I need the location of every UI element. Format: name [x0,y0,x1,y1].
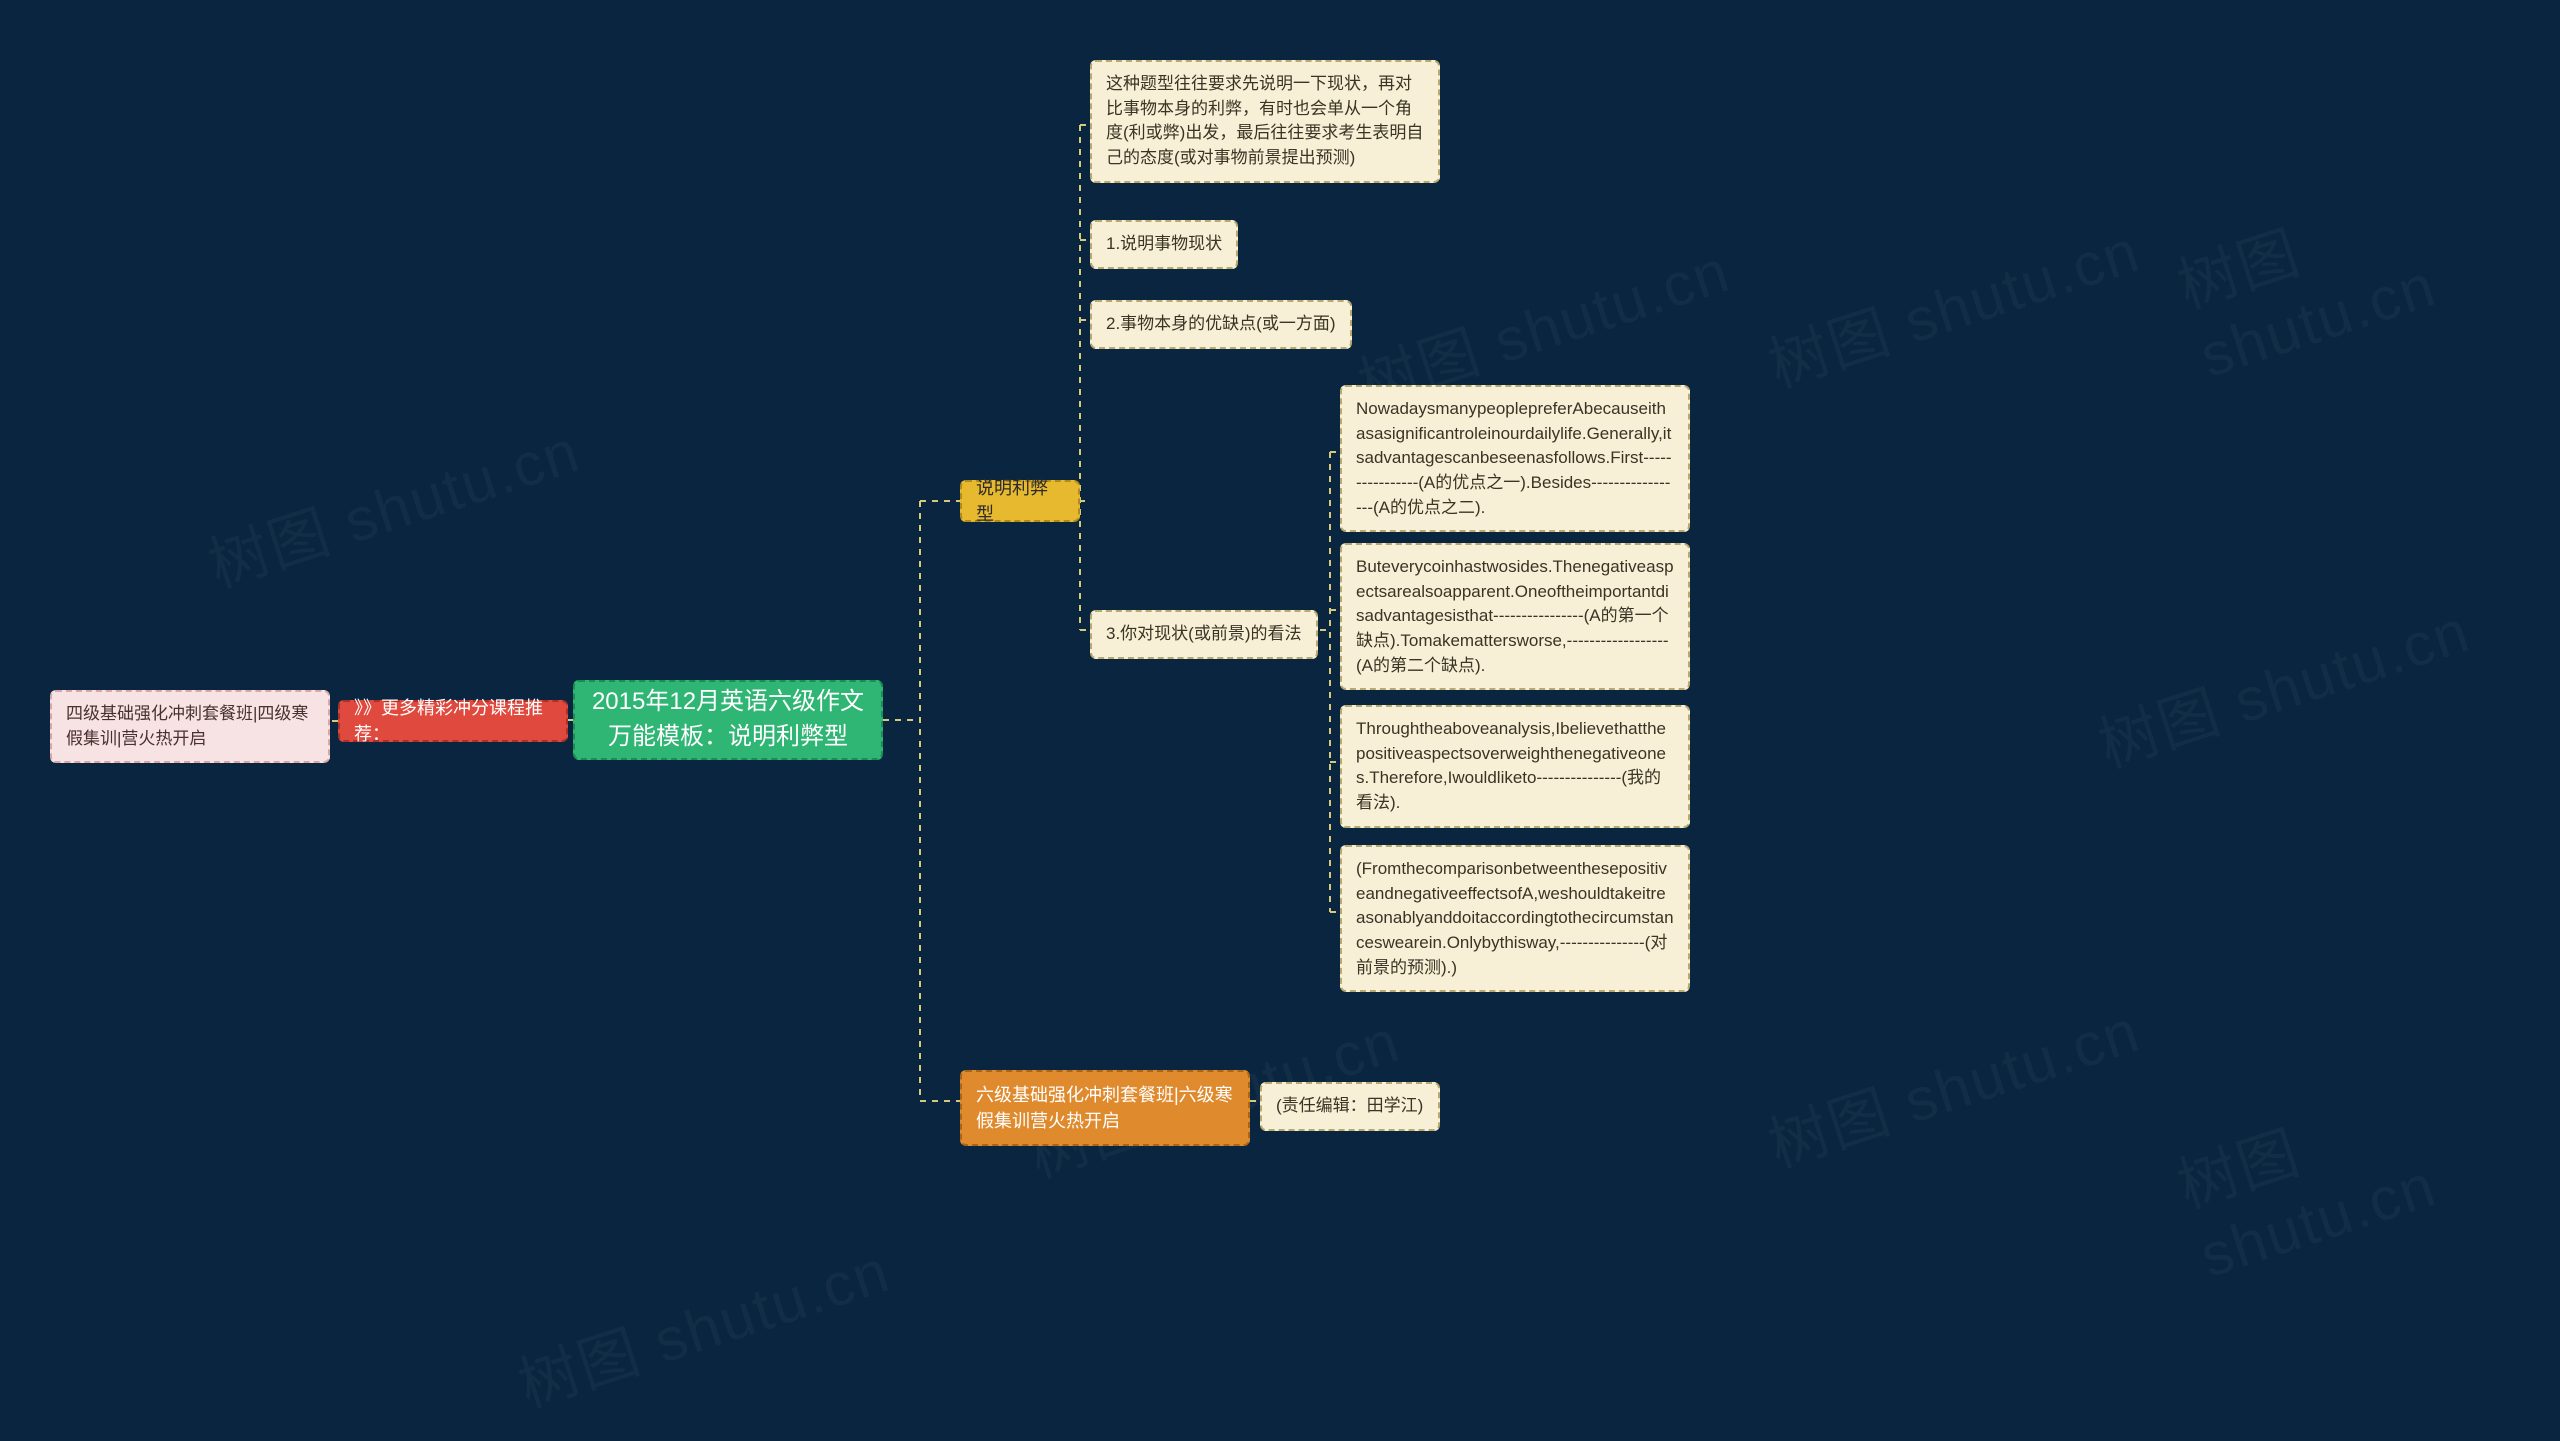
leaf-step1-text: 1.说明事物现状 [1106,234,1222,253]
watermark: 树图 shutu.cn [196,403,590,605]
orange-child-node: (责任编辑：田学江) [1260,1082,1440,1131]
orange-node-text: 六级基础强化冲刺套餐班|六级寒假集训营火热开启 [976,1085,1233,1131]
leaf-template-d-text: (Fromthecomparisonbetweenthesepositivean… [1356,859,1674,977]
watermark: 树图 shutu.cn [2165,1025,2560,1291]
watermark: 树图 shutu.cn [1756,203,2150,405]
left-pink-node: 四级基础强化冲刺套餐班|四级寒假集训|营火热开启 [50,690,330,763]
leaf-step3: 3.你对现状(或前景)的看法 [1090,610,1318,659]
leaf-template-a-text: NowadaysmanypeoplepreferAbecauseithasasi… [1356,399,1672,517]
yellow-node-text: 说明利弊型 [976,475,1064,527]
leaf-template-b-text: Buteverycoinhastwosides.Thenegativeaspec… [1356,557,1674,675]
left-pink-text: 四级基础强化冲刺套餐班|四级寒假集训|营火热开启 [66,704,308,748]
watermark: 树图 shutu.cn [1756,983,2150,1185]
left-red-text: 》》更多精彩冲分课程推荐： [354,695,552,747]
leaf-step2-text: 2.事物本身的优缺点(或一方面) [1106,314,1336,333]
watermark: 树图 shutu.cn [2086,583,2480,785]
left-red-node: 》》更多精彩冲分课程推荐： [338,700,568,742]
orange-node: 六级基础强化冲刺套餐班|六级寒假集训营火热开启 [960,1070,1250,1146]
leaf-step3-text: 3.你对现状(或前景)的看法 [1106,624,1302,643]
leaf-template-d: (Fromthecomparisonbetweenthesepositivean… [1340,845,1690,992]
leaf-intro: 这种题型往往要求先说明一下现状，再对比事物本身的利弊，有时也会单从一个角度(利或… [1090,60,1440,183]
leaf-intro-text: 这种题型往往要求先说明一下现状，再对比事物本身的利弊，有时也会单从一个角度(利或… [1106,74,1423,167]
orange-child-text: (责任编辑：田学江) [1276,1096,1423,1115]
yellow-node: 说明利弊型 [960,480,1080,522]
leaf-step1: 1.说明事物现状 [1090,220,1238,269]
leaf-step2: 2.事物本身的优缺点(或一方面) [1090,300,1352,349]
watermark: 树图 shutu.cn [2165,125,2560,391]
leaf-template-a: NowadaysmanypeoplepreferAbecauseithasasi… [1340,385,1690,532]
leaf-template-c: Throughtheaboveanalysis,Ibelievethatthep… [1340,705,1690,828]
center-node-text: 2015年12月英语六级作文万能模板：说明利弊型 [589,685,867,755]
center-node: 2015年12月英语六级作文万能模板：说明利弊型 [573,680,883,760]
leaf-template-c-text: Throughtheaboveanalysis,Ibelievethatthep… [1356,719,1666,812]
watermark: 树图 shutu.cn [506,1223,900,1425]
leaf-template-b: Buteverycoinhastwosides.Thenegativeaspec… [1340,543,1690,690]
